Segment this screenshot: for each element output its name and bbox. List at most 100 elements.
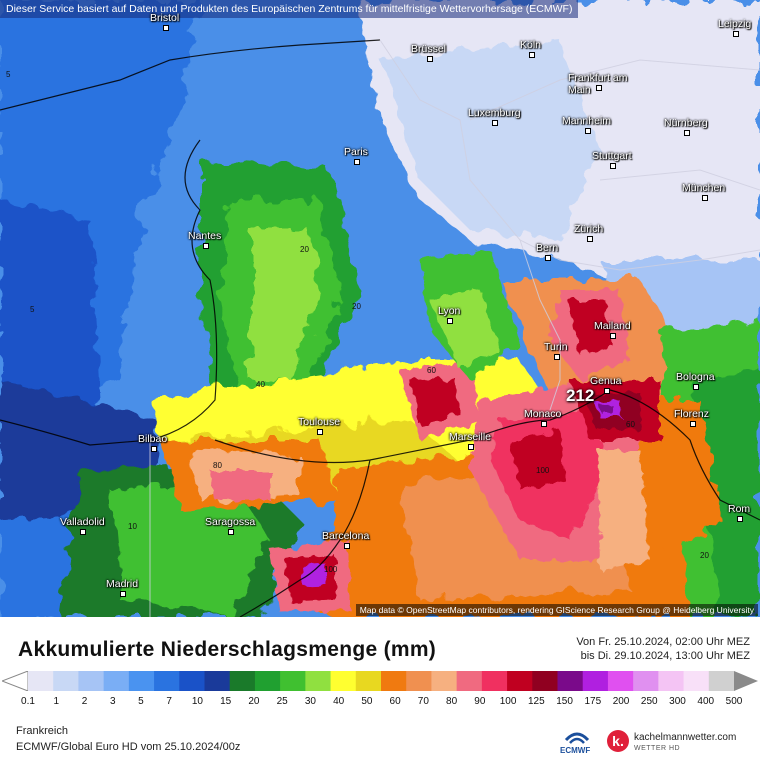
scale-tick-label: 90	[474, 696, 486, 707]
city-label: Frankfurt am Main	[568, 72, 628, 96]
scale-tick-label: 10	[191, 696, 203, 707]
scale-swatch	[28, 671, 54, 691]
scale-swatch	[78, 671, 105, 691]
city-label: Turin	[544, 341, 568, 360]
legend-title: Akkumulierte Niederschlagsmenge (mm)	[18, 638, 437, 661]
scale-tick-label: 40	[333, 696, 345, 707]
contour-label: 20	[700, 551, 709, 560]
contour-label: 60	[626, 420, 635, 429]
city-label: Bilbao	[138, 433, 168, 452]
site-name-link[interactable]: kachelmannwetter.com	[634, 732, 737, 743]
ecmwf-notice: Dieser Service basiert auf Daten und Pro…	[0, 0, 579, 18]
scale-tick-label: 30	[304, 696, 316, 707]
scale-tick-label: 20	[248, 696, 260, 707]
city-label: Marseille	[449, 431, 492, 450]
city-label: Florenz	[674, 408, 710, 427]
ecmwf-logo-text: ECMWF	[560, 746, 591, 755]
color-scale	[2, 671, 758, 691]
site-subtitle: WETTER HD	[634, 745, 681, 752]
contour-label: 5	[6, 70, 11, 79]
scale-swatch	[305, 671, 332, 691]
city-label: Nürnberg	[664, 117, 708, 136]
scale-tick-label: 50	[361, 696, 373, 707]
scale-tick-label: 500	[725, 696, 743, 707]
scale-swatch	[355, 671, 382, 691]
scale-tick-label: 125	[527, 696, 545, 707]
scale-swatch	[154, 671, 180, 691]
city-label: Barcelona	[322, 530, 370, 549]
city-label: Bern	[536, 242, 559, 261]
scale-tick-label: 2	[81, 696, 88, 707]
scale-swatch	[381, 671, 407, 691]
city-label: Mailand	[594, 320, 631, 339]
scale-tick-label: 175	[584, 696, 602, 707]
scale-tick-label: 100	[499, 696, 517, 707]
city-label: Rom	[728, 503, 751, 522]
scale-swatch	[254, 671, 281, 691]
scale-swatch	[532, 671, 558, 691]
scale-arrow-left	[2, 671, 29, 691]
scale-swatch	[53, 671, 79, 691]
city-label: Toulouse	[298, 416, 341, 435]
scale-swatch	[406, 671, 432, 691]
contour-label: 20	[352, 302, 361, 311]
period-from: Von Fr. 25.10.2024, 02:00 Uhr MEZ	[576, 636, 750, 648]
city-label: Leipzig	[718, 18, 752, 37]
color-scale-ticks: 0.1 1 2 3 5 7 10 15 20 25 30 40 50 60 70 80 90 100 125 150 1…	[21, 696, 742, 710]
scale-swatch	[229, 671, 256, 691]
contour-label: 100	[536, 466, 550, 475]
scale-tick-label: 80	[446, 696, 458, 707]
contour-label: 5	[30, 305, 35, 314]
city-label: Monaco	[524, 408, 562, 427]
contour-label: 10	[128, 522, 137, 531]
contour-label: 60	[427, 366, 436, 375]
ecmwf-logo-icon	[564, 732, 590, 744]
scale-tick-label: 150	[556, 696, 573, 707]
city-label: Stuttgart	[592, 150, 632, 169]
scale-swatch	[280, 671, 306, 691]
scale-tick-label: 300	[669, 696, 686, 707]
scale-swatch	[683, 671, 710, 691]
scale-swatch	[456, 671, 483, 691]
city-label: Genua	[590, 375, 622, 394]
scale-tick-label: 0.1	[21, 696, 35, 707]
scale-arrow-right	[734, 671, 758, 691]
scale-tick-label: 3	[109, 696, 116, 707]
scale-tick-label: 70	[417, 696, 429, 707]
city-label: Madrid	[106, 578, 139, 597]
region-label: Frankreich	[16, 725, 68, 737]
city-label: Luxemburg	[468, 107, 521, 126]
scale-tick-label: 60	[389, 696, 401, 707]
scale-tick-label: 7	[166, 696, 172, 707]
kachelmann-logo-icon[interactable]: k.	[607, 730, 629, 752]
scale-swatch	[330, 671, 357, 691]
scale-swatch	[179, 671, 205, 691]
scale-tick-label: 400	[697, 696, 715, 707]
city-label: Valladolid	[60, 516, 105, 535]
city-label: Saragossa	[205, 516, 256, 535]
city-label: Brüssel	[411, 43, 447, 62]
model-run-label: ECMWF/Global Euro HD vom 25.10.2024/00z	[16, 741, 241, 753]
scale-swatch	[658, 671, 685, 691]
scale-swatch	[481, 671, 508, 691]
scale-tick-label: 25	[276, 696, 288, 707]
city-label: Zürich	[574, 223, 604, 242]
map-attribution: Map data © OpenStreetMap contributors, r…	[355, 604, 758, 616]
scale-swatch	[103, 671, 130, 691]
scale-swatch	[431, 671, 458, 691]
scale-tick-label: 5	[138, 696, 144, 707]
contour-label: 20	[300, 245, 309, 254]
city-label: München	[682, 182, 726, 201]
scale-swatch	[607, 671, 634, 691]
scale-tick-label: 1	[53, 696, 60, 707]
scale-tick-label: 15	[220, 696, 232, 707]
scale-swatch	[633, 671, 659, 691]
scale-swatch	[582, 671, 609, 691]
city-label: Lyon	[438, 305, 461, 324]
scale-tick-label: 250	[640, 696, 658, 707]
city-label: Nantes	[188, 230, 222, 249]
precipitation-map[interactable]: Dieser Service basiert auf Daten und Pro…	[0, 0, 760, 617]
city-label: Mannheim	[562, 115, 612, 134]
city-label: Paris	[344, 146, 368, 165]
scale-swatch	[204, 671, 231, 691]
